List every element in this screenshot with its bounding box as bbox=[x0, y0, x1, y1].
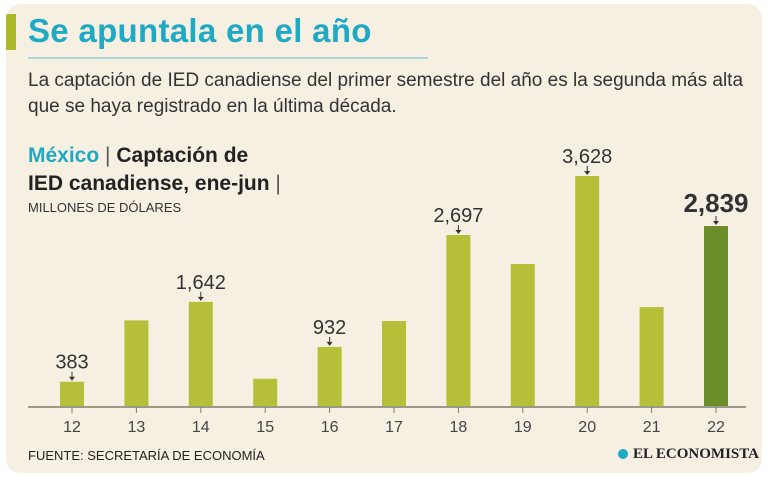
subtitle: La captación de IED canadiense del prime… bbox=[28, 70, 744, 117]
x-tick-label-22: 22 bbox=[707, 419, 725, 436]
bar-21 bbox=[639, 307, 664, 406]
x-tick-label-14: 14 bbox=[192, 419, 210, 436]
data-label-arrow-18 bbox=[455, 230, 462, 235]
chart-heading-separator-2: | bbox=[275, 172, 281, 195]
bar-13 bbox=[124, 320, 149, 406]
x-tick-label-12: 12 bbox=[63, 419, 81, 436]
x-tick-label-13: 13 bbox=[128, 419, 146, 436]
page-title: Se apuntala en el año bbox=[28, 12, 372, 49]
chart-heading-country: México bbox=[28, 144, 100, 167]
data-label-14: 1,642 bbox=[176, 272, 226, 294]
bar-16 bbox=[317, 346, 342, 406]
title-underline bbox=[28, 57, 428, 59]
data-label-16: 932 bbox=[313, 317, 346, 339]
x-tick-label-16: 16 bbox=[321, 419, 339, 436]
x-tick-label-20: 20 bbox=[578, 419, 596, 436]
brand-name: EL ECONOMISTA bbox=[633, 446, 759, 462]
bar-14 bbox=[188, 301, 213, 406]
x-tick-label-18: 18 bbox=[450, 419, 468, 436]
bar-17 bbox=[382, 321, 406, 406]
data-label-22: 2,839 bbox=[683, 188, 748, 218]
data-label-20: 3,628 bbox=[562, 146, 612, 168]
title-accent-bar bbox=[6, 14, 16, 50]
bar-22 bbox=[704, 226, 728, 406]
chart-card: Se apuntala en el año La captación de IE… bbox=[6, 4, 762, 473]
x-tick-label-15: 15 bbox=[256, 419, 274, 436]
data-label-12: 383 bbox=[55, 352, 88, 374]
data-label-arrow-16 bbox=[326, 341, 333, 346]
chart-heading-title-line1: Captación de bbox=[116, 144, 249, 167]
units-label: MILLONES DE DÓLARES bbox=[28, 200, 182, 215]
chart-heading-title-line2: IED canadiense, ene-jun bbox=[28, 172, 270, 195]
bar-chart: 12 383 13 14 1,642 15 16 932 17 18 2,697 19 20 3,628 2… bbox=[28, 146, 749, 436]
x-tick-label-19: 19 bbox=[514, 419, 532, 436]
data-label-arrow-22 bbox=[713, 221, 719, 226]
chart-heading: México | Captación de IED canadiense, en… bbox=[28, 142, 281, 198]
data-label-18: 2,697 bbox=[433, 205, 483, 227]
data-label-arrow-20 bbox=[584, 171, 591, 175]
data-label-arrow-14 bbox=[197, 296, 204, 301]
brand-dot-icon bbox=[618, 449, 628, 459]
source-note: FUENTE: SECRETARÍA DE ECONOMÍA bbox=[28, 448, 265, 463]
bar-18 bbox=[446, 235, 471, 406]
brand-logo: EL ECONOMISTA bbox=[618, 446, 759, 463]
chart-heading-separator: | bbox=[105, 144, 111, 167]
bar-20 bbox=[575, 176, 600, 406]
x-tick-label-17: 17 bbox=[385, 419, 403, 436]
bar-19 bbox=[510, 263, 535, 406]
bar-15 bbox=[253, 378, 278, 406]
bar-12 bbox=[60, 381, 84, 406]
x-tick-label-21: 21 bbox=[643, 419, 661, 436]
data-label-arrow-12 bbox=[69, 376, 75, 381]
